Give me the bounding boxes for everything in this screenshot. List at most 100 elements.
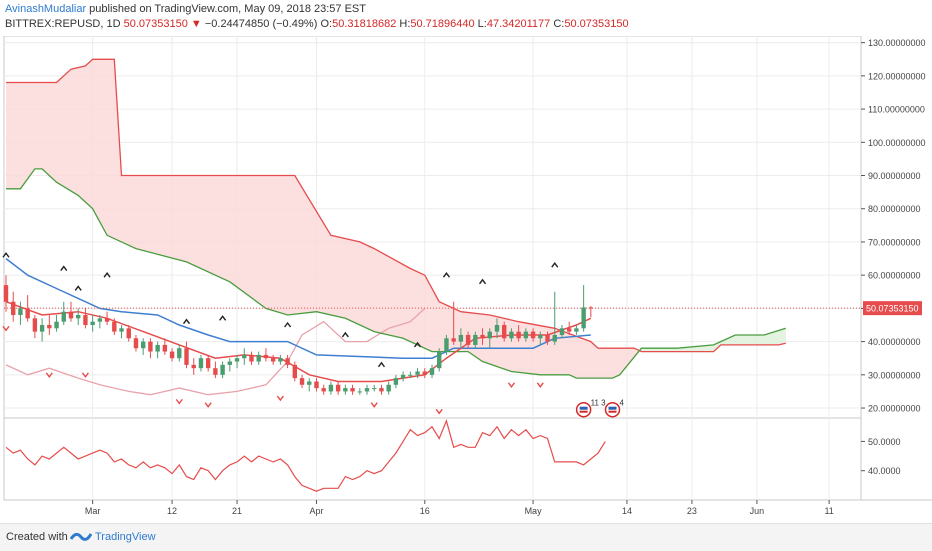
author-link[interactable]: AvinashMudaliar: [5, 3, 87, 15]
time-axis[interactable]: Mar 12 21 Apr 16 May 14 23 Jun 11: [85, 500, 834, 516]
candle-body: [270, 358, 276, 362]
candle-body: [451, 338, 456, 342]
time-tick-label: 14: [622, 506, 632, 516]
candle-body: [458, 334, 464, 342]
candle: [227, 358, 233, 372]
candle-body: [581, 307, 586, 329]
candle-body: [509, 331, 514, 339]
candle-body: [444, 338, 449, 352]
candle: [155, 341, 160, 359]
candle: [184, 341, 189, 369]
time-tick-label: Jun: [750, 506, 765, 516]
candle: [61, 301, 66, 325]
event-markers[interactable]: 11 3 4: [575, 399, 625, 418]
candle-body: [32, 318, 38, 332]
price-axis[interactable]: 130.00000000 120.00000000 110.00000000 100.…: [861, 38, 926, 414]
candle-body: [68, 311, 74, 319]
up-signal-icon: [103, 271, 111, 278]
candle-body: [61, 311, 66, 322]
candle: [502, 321, 507, 342]
candle-body: [112, 321, 117, 332]
candle: [112, 318, 117, 335]
close-label: C:: [553, 18, 565, 30]
candle-body: [357, 391, 362, 393]
candle-body: [191, 364, 196, 369]
candle-body: [437, 351, 442, 369]
candle: [538, 331, 543, 345]
candle-body: [465, 334, 471, 345]
candle-body: [11, 301, 16, 316]
candle-body: [3, 285, 9, 302]
event-flag-icon[interactable]: 11 3: [575, 399, 607, 418]
candle: [292, 361, 298, 382]
candle: [90, 315, 95, 332]
candle: [234, 354, 240, 369]
close-value: 50.07353150: [564, 18, 629, 30]
up-signal-icon: [478, 278, 487, 285]
candle: [458, 328, 464, 349]
candle: [205, 354, 211, 372]
rsi-pane-frame: [3, 417, 862, 501]
candle-body: [169, 351, 175, 359]
candle: [372, 384, 377, 392]
candle-body: [162, 344, 168, 352]
candle: [566, 321, 572, 335]
price-tick-label: 40.00000000: [868, 337, 921, 347]
symbol-name: BITTREX:REPUSD, 1D: [5, 18, 121, 30]
candle: [97, 315, 103, 329]
candle-body: [588, 307, 594, 309]
candle-body: [126, 328, 131, 339]
tradingview-logo-icon: [70, 532, 92, 541]
down-signal-icon: [370, 402, 378, 408]
candle: [559, 324, 565, 339]
candle-body: [148, 341, 153, 352]
candle-body: [393, 378, 399, 385]
candle-body: [25, 308, 30, 319]
tradingview-brand-link[interactable]: TradingView: [95, 531, 156, 543]
candle: [285, 354, 290, 369]
candle-body: [516, 331, 521, 339]
candle-body: [97, 318, 103, 322]
candle: [588, 306, 594, 318]
price-tick-label: 110.00000000: [868, 105, 925, 115]
candle-body: [494, 324, 500, 332]
candle: [54, 315, 59, 332]
candle-body: [473, 334, 478, 345]
up-signal-icon: [551, 262, 559, 268]
candle-body: [76, 315, 81, 319]
candle: [335, 381, 341, 395]
price-chart[interactable]: 11 3 4 130.00000000 120.00000000 110.000000…: [0, 36, 932, 523]
candle: [429, 364, 435, 379]
candle: [32, 315, 38, 339]
candle-body: [350, 388, 355, 392]
candle: [444, 334, 449, 355]
down-signal-icon: [204, 402, 212, 408]
candle-body: [415, 371, 420, 375]
candle: [487, 328, 492, 349]
candle: [18, 301, 23, 325]
candle-body: [408, 374, 413, 376]
candle-body: [205, 358, 211, 369]
down-signal-icon: [536, 382, 544, 388]
candle: [494, 318, 500, 339]
candle-body: [321, 388, 326, 392]
down-signal-icon: [175, 398, 183, 405]
candle-body: [18, 308, 23, 316]
open-label: O:: [320, 18, 333, 30]
price-tick-label: 130.00000000: [868, 38, 926, 48]
rsi-axis[interactable]: 50.0000 40.0000: [861, 437, 901, 476]
candle-body: [39, 324, 45, 332]
event-flag-icon[interactable]: 4: [604, 399, 625, 418]
rsi-line: [5, 419, 606, 492]
event-flag-canton: [608, 406, 617, 410]
candle: [473, 331, 478, 349]
candle-body: [400, 374, 406, 379]
time-tick-label: 11: [824, 506, 833, 516]
footer: Created with TradingView: [0, 523, 932, 551]
candle: [314, 378, 319, 392]
up-signal-icon: [341, 331, 349, 338]
down-signal-icon: [276, 395, 284, 402]
time-tick-label: 12: [167, 506, 177, 516]
down-arrow-icon: ▼: [190, 18, 202, 30]
down-signal-icon: [81, 372, 89, 378]
